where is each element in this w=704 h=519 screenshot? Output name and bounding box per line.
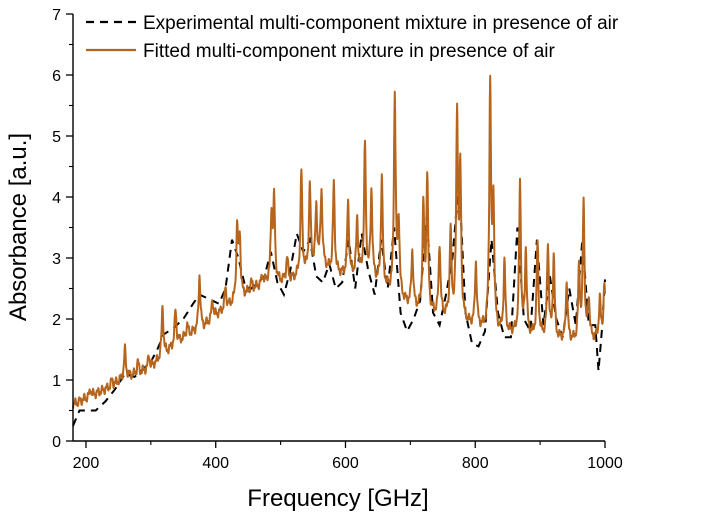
ticks: 200 400 600 800 1000 0 1 2 3 4 5 6 7 <box>52 7 623 472</box>
x-tick-label: 1000 <box>587 455 623 472</box>
x-tick-label: 600 <box>332 455 359 472</box>
legend: Experimental multi-component mixture in … <box>86 13 619 62</box>
x-tick-label: 200 <box>73 455 100 472</box>
y-axis-title: Absorbance [a.u.] <box>5 133 32 321</box>
y-tick-label: 0 <box>52 434 61 451</box>
y-tick-label: 4 <box>52 190 61 207</box>
y-tick-label: 5 <box>52 129 61 146</box>
x-tick-label: 400 <box>202 455 229 472</box>
series-fitted-line <box>72 74 606 409</box>
legend-label-fitted: Fitted multi-component mixture in presen… <box>143 41 556 62</box>
legend-label-experimental: Experimental multi-component mixture in … <box>143 13 619 34</box>
y-tick-label: 6 <box>52 68 61 85</box>
plot-area <box>72 74 606 427</box>
y-tick-label: 1 <box>52 373 61 390</box>
y-tick-label: 7 <box>52 7 61 24</box>
x-tick-label: 800 <box>462 455 489 472</box>
axes <box>72 14 605 442</box>
series-experimental-line <box>72 178 606 427</box>
x-axis-title: Frequency [GHz] <box>247 485 428 512</box>
y-tick-label: 3 <box>52 251 61 268</box>
y-tick-label: 2 <box>52 312 61 329</box>
